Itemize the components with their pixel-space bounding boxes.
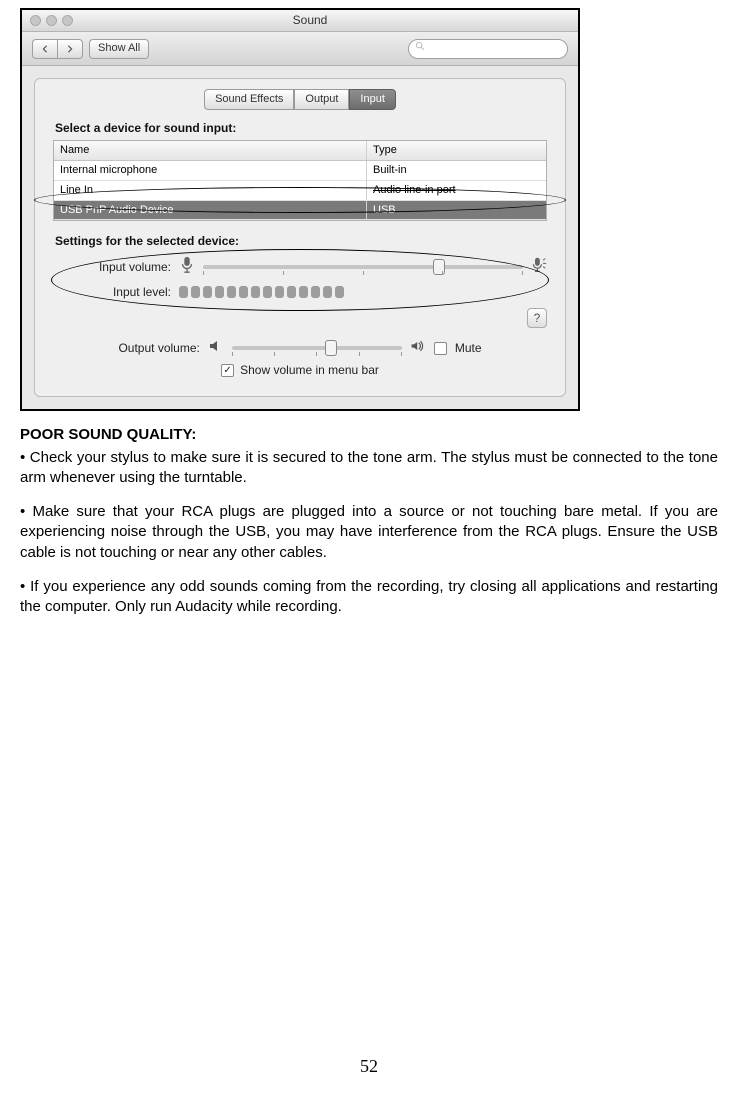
table-row[interactable]: Line In Audio line-in port <box>54 181 546 201</box>
search-icon <box>415 38 426 58</box>
show-volume-row: ✓ Show volume in menu bar <box>53 362 547 378</box>
select-device-label: Select a device for sound input: <box>55 120 547 136</box>
device-settings: Settings for the selected device: Input … <box>53 233 547 328</box>
input-level-meter <box>179 286 344 298</box>
settings-label: Settings for the selected device: <box>55 233 547 249</box>
paragraph: • Make sure that your RCA plugs are plug… <box>20 502 718 563</box>
close-icon[interactable] <box>30 15 41 26</box>
show-volume-label: Show volume in menu bar <box>240 362 379 378</box>
mute-checkbox[interactable] <box>434 342 447 355</box>
minimize-icon[interactable] <box>46 15 57 26</box>
output-volume-row: Output volume: Mute <box>53 338 547 358</box>
titlebar: Sound <box>22 10 578 32</box>
preference-pane: Sound Effects Output Input Select a devi… <box>34 78 566 397</box>
zoom-icon[interactable] <box>62 15 73 26</box>
col-type: Type <box>366 141 546 160</box>
device-table: Name Type Internal microphone Built-in L… <box>53 140 547 221</box>
output-volume-label: Output volume: <box>118 340 199 356</box>
input-volume-label: Input volume: <box>53 259 171 275</box>
show-all-button[interactable]: Show All <box>89 39 149 59</box>
device-name: Internal microphone <box>54 161 366 180</box>
document-body: POOR SOUND QUALITY: • Check your stylus … <box>20 425 718 617</box>
help-button[interactable]: ? <box>527 308 547 328</box>
mic-high-icon <box>531 256 547 278</box>
output-volume-slider[interactable] <box>232 346 402 350</box>
device-name: USB PnP Audio Device <box>54 201 366 220</box>
device-type: Built-in <box>366 161 546 180</box>
table-header: Name Type <box>54 141 546 161</box>
input-volume-slider[interactable] <box>203 265 523 269</box>
toolbar: Show All <box>22 32 578 66</box>
table-row-selected[interactable]: USB PnP Audio Device USB <box>54 201 546 221</box>
search-input[interactable] <box>408 39 568 59</box>
input-level-label: Input level: <box>53 284 171 300</box>
speaker-low-icon <box>208 338 224 358</box>
nav-buttons <box>32 39 83 59</box>
tab-sound-effects[interactable]: Sound Effects <box>204 89 294 110</box>
back-button[interactable] <box>32 39 57 59</box>
device-type: Audio line-in port <box>366 181 546 200</box>
section-heading: POOR SOUND QUALITY: <box>20 425 718 445</box>
speaker-high-icon <box>410 338 426 358</box>
input-level-row: Input level: <box>53 284 547 300</box>
device-type: USB <box>366 201 546 220</box>
mute-label: Mute <box>455 340 482 356</box>
tab-output[interactable]: Output <box>294 89 349 110</box>
page-number: 52 <box>20 1054 718 1078</box>
tab-bar: Sound Effects Output Input <box>53 89 547 110</box>
show-volume-checkbox[interactable]: ✓ <box>221 364 234 377</box>
sound-preferences-window: Sound Show All Sound Effects Output Inpu… <box>20 8 580 411</box>
forward-button[interactable] <box>57 39 83 59</box>
tab-input[interactable]: Input <box>349 89 395 110</box>
paragraph: • If you experience any odd sounds comin… <box>20 577 718 618</box>
window-controls <box>30 15 73 26</box>
mic-low-icon <box>179 256 195 278</box>
paragraph: • Check your stylus to make sure it is s… <box>20 448 718 489</box>
device-name: Line In <box>54 181 366 200</box>
input-volume-row: Input volume: <box>53 256 547 278</box>
col-name: Name <box>54 141 366 160</box>
window-title: Sound <box>30 12 590 28</box>
table-row[interactable]: Internal microphone Built-in <box>54 161 546 181</box>
